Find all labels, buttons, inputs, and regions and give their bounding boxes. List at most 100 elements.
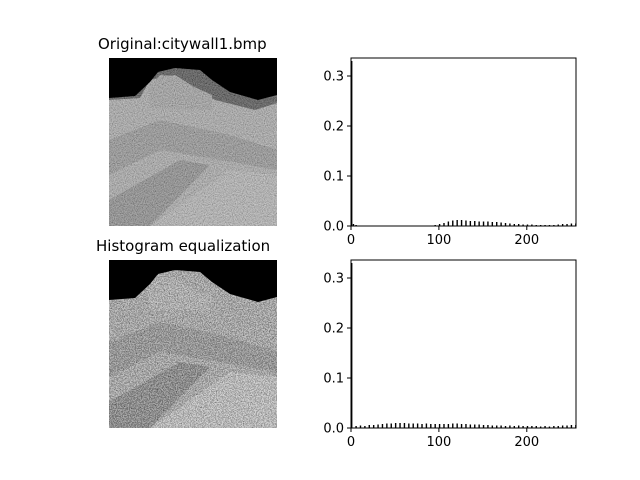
equalized-histogram-bar [522, 426, 524, 428]
original-histogram-bar [491, 222, 494, 226]
equalized-histogram-bar [487, 425, 489, 428]
original-histogram-bar [557, 224, 559, 226]
original-image-title: Original:citywall1.bmp [98, 35, 267, 53]
original-histogram-bar [504, 223, 507, 226]
original-histogram-bar [526, 224, 529, 226]
original-histogram-ytick-label: 0.2 [323, 120, 344, 135]
original-histogram-bar [566, 224, 568, 226]
equalized-histogram-bar [557, 426, 559, 428]
equalized-histogram-bar [438, 424, 441, 428]
equalized-histogram-bar [390, 423, 392, 428]
equalized-histogram-bar [452, 423, 454, 428]
equalized-histogram-bar [372, 425, 375, 428]
original-histogram-bar [500, 222, 502, 226]
equalized-histogram-xtick-label: 200 [514, 435, 539, 450]
equalized-histogram-bar [474, 424, 476, 428]
equalized-histogram-bar [566, 425, 568, 428]
equalized-histogram-bar [491, 425, 494, 428]
original-histogram-bar [352, 224, 355, 226]
equalized-histogram-bar [430, 424, 432, 428]
equalized-histogram-bar [443, 424, 445, 428]
original-histogram-bar [452, 220, 454, 226]
original-histogram-bar [478, 221, 480, 226]
original-histogram-bar [465, 220, 467, 226]
equalized-histogram-bar [496, 425, 498, 428]
original-histogram-bar [474, 221, 476, 226]
original-image [109, 58, 277, 226]
original-histogram-ytick-label: 0.1 [323, 170, 344, 185]
equalized-histogram-bar [570, 425, 573, 428]
original-histogram-bar [482, 221, 485, 226]
original-histogram-ytick-label: 0.3 [323, 70, 344, 85]
equalized-histogram-bar [403, 423, 406, 428]
equalized-histogram-bar [469, 424, 472, 428]
original-histogram-bar [509, 223, 511, 226]
original-histogram-bar [522, 224, 524, 226]
equalized-histogram-bar [412, 423, 414, 428]
equalized-histogram-bar [447, 424, 450, 428]
equalized-histogram-bar [517, 425, 520, 428]
original-histogram-bar [496, 222, 498, 226]
equalized-histogram-axes: 0 100 200 0.0 0.1 0.2 0.3 [323, 259, 577, 450]
equalized-histogram-xtick-label: 100 [426, 435, 451, 450]
original-histogram-bar [438, 224, 441, 226]
equalized-histogram-bar [377, 424, 379, 428]
equalized-histogram-bar [531, 426, 533, 428]
equalized-histogram-bar [561, 425, 564, 428]
equalized-histogram-bar [504, 426, 507, 428]
original-histogram-bar [517, 224, 520, 226]
equalized-histogram-ytick-label: 0.0 [323, 422, 344, 437]
original-histogram-bar [460, 220, 463, 226]
original-histogram-xtick-label: 0 [347, 233, 355, 248]
equalized-histogram-bar [394, 423, 397, 428]
equalized-histogram-bar [509, 425, 511, 428]
original-histogram-bar [351, 61, 353, 226]
equalized-histogram-bar [553, 426, 555, 428]
equalized-histogram-bar [421, 424, 423, 428]
equalized-histogram-bar [548, 426, 551, 428]
original-histogram-bar [443, 223, 445, 226]
equalized-histogram-bar [535, 426, 537, 428]
equalized-image [109, 260, 277, 428]
original-histogram-frame [350, 57, 577, 227]
equalized-histogram-bar [355, 426, 357, 428]
equalized-histogram-xtick-label: 0 [347, 435, 355, 450]
equalized-histogram-bar [399, 423, 401, 428]
equalized-histogram-frame [350, 259, 577, 429]
equalized-histogram-bar [368, 425, 370, 428]
original-histogram-bar [469, 221, 472, 226]
equalized-histogram-bar [359, 425, 362, 428]
equalized-histogram-bar [460, 424, 463, 428]
equalized-histogram-bar [478, 424, 480, 428]
equalized-histogram-ytick-label: 0.1 [323, 372, 344, 387]
equalized-histogram-bar [351, 263, 353, 428]
equalized-histogram-bar [434, 424, 436, 428]
equalized-histogram-bar [381, 424, 384, 428]
equalized-histogram-bar [456, 423, 458, 428]
original-histogram-bar [456, 220, 458, 226]
original-histogram-bar [447, 221, 450, 226]
equalized-histogram-bar [425, 423, 428, 428]
original-histogram-bar [513, 224, 515, 226]
equalized-histogram-bar [513, 426, 515, 428]
original-histogram-bar [570, 223, 573, 226]
original-histogram-ytick-label: 0.0 [323, 220, 344, 235]
equalized-histogram-bar [482, 425, 485, 428]
equalized-histogram-bar [386, 423, 388, 428]
equalized-histogram-ytick-label: 0.3 [323, 272, 344, 287]
original-histogram-bar [487, 221, 489, 226]
equalized-histogram-bar [465, 424, 467, 428]
equalized-histogram-bar [408, 423, 410, 428]
equalized-image-title: Histogram equalization [96, 237, 271, 255]
original-histogram-bar [561, 224, 564, 226]
equalized-histogram-bar [416, 423, 419, 428]
original-histogram-bar [531, 224, 533, 226]
equalized-histogram-bar [364, 426, 366, 428]
equalized-histogram-bar [539, 426, 542, 428]
equalized-histogram-bar [544, 426, 546, 428]
equalized-histogram-bar [526, 426, 529, 428]
equalized-histogram-ytick-label: 0.2 [323, 322, 344, 337]
equalized-histogram-bar [500, 425, 502, 428]
original-histogram-xtick-label: 100 [426, 233, 451, 248]
